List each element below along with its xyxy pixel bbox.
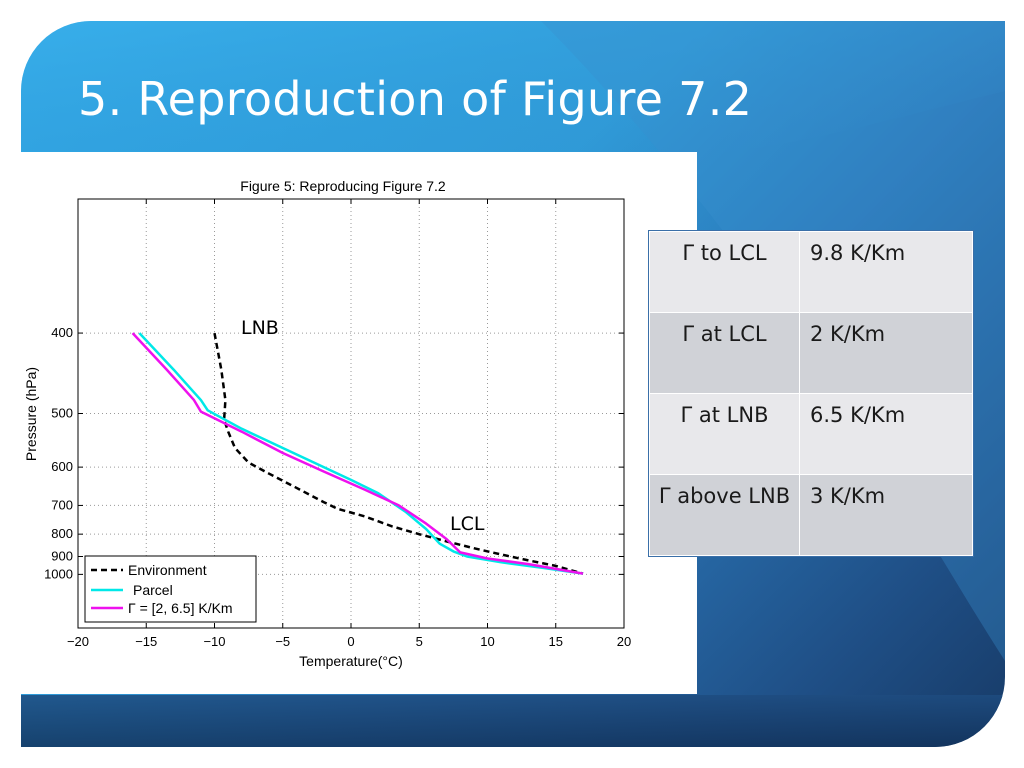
background-wave <box>21 21 1005 747</box>
lapse-rate-table: Γ to LCL 9.8 K/Km Γ at LCL 2 K/Km Γ at L… <box>648 230 974 557</box>
table-cell-value: 6.5 K/Km <box>799 393 973 475</box>
x-axis-label-text: Temperature(°C) <box>299 653 403 669</box>
x-tick-label: 10 <box>480 634 494 649</box>
lcl-annotation: LCL <box>450 513 485 535</box>
x-tick-label: −15 <box>135 634 157 649</box>
legend-label-gamma: Γ = [2, 6.5] K/Km <box>128 600 233 616</box>
legend: Environment Parcel Γ = [2, 6.5] K/Km <box>84 555 257 623</box>
table-cell-value: 3 K/Km <box>799 474 973 556</box>
sounding-chart: −20 −15 −10 −5 0 5 10 15 20 400 500 600 700 800 900 100… <box>23 178 631 669</box>
table-cell-label: Γ at LNB <box>649 393 800 475</box>
y-tick-label: 500 <box>51 406 73 421</box>
table-cell-label: Γ to LCL <box>649 231 800 313</box>
y-tick-label: 800 <box>51 526 73 541</box>
series-parcel-line <box>138 332 584 575</box>
y-tick-label: 700 <box>51 497 73 512</box>
x-tick-label: 0 <box>347 634 354 649</box>
y-axis-label: Pressure (hPa) <box>23 367 39 461</box>
chart-title: Figure 5: Reproducing Figure 7.2 <box>240 178 446 194</box>
table-cell-label: Γ above LNB <box>649 474 800 556</box>
series-gamma-line <box>131 332 584 575</box>
table-row: Γ at LNB 6.5 K/Km <box>649 393 973 475</box>
y-tick-label: 900 <box>51 549 73 564</box>
table-row: Γ above LNB 3 K/Km <box>649 474 973 556</box>
x-tick-label: 20 <box>617 634 631 649</box>
x-tick-label: −5 <box>275 634 290 649</box>
lnb-annotation: LNB <box>241 317 279 339</box>
y-tick-label: 400 <box>51 325 73 340</box>
legend-label-parcel: Parcel <box>133 582 173 598</box>
series-environment-line <box>213 332 584 575</box>
table-cell-value: 9.8 K/Km <box>799 231 973 313</box>
x-axis-label: Temperature(°C) <box>299 653 403 669</box>
table-cell-label: Γ at LCL <box>649 312 800 394</box>
table-cell-value: 2 K/Km <box>799 312 973 394</box>
x-tick-label: −10 <box>203 634 225 649</box>
x-tick-label: 15 <box>549 634 563 649</box>
table-row: Γ at LCL 2 K/Km <box>649 312 973 394</box>
x-tick-label: 5 <box>416 634 423 649</box>
x-tick-label: −20 <box>67 634 89 649</box>
y-tick-label: 600 <box>51 459 73 474</box>
legend-label-environment: Environment <box>128 562 207 578</box>
y-tick-label: 1000 <box>44 566 73 581</box>
slide-title: 5. Reproduction of Figure 7.2 <box>78 72 753 126</box>
table-row: Γ to LCL 9.8 K/Km <box>649 231 973 313</box>
figure-panel: −20 −15 −10 −5 0 5 10 15 20 400 500 600 700 800 900 100… <box>21 152 697 694</box>
